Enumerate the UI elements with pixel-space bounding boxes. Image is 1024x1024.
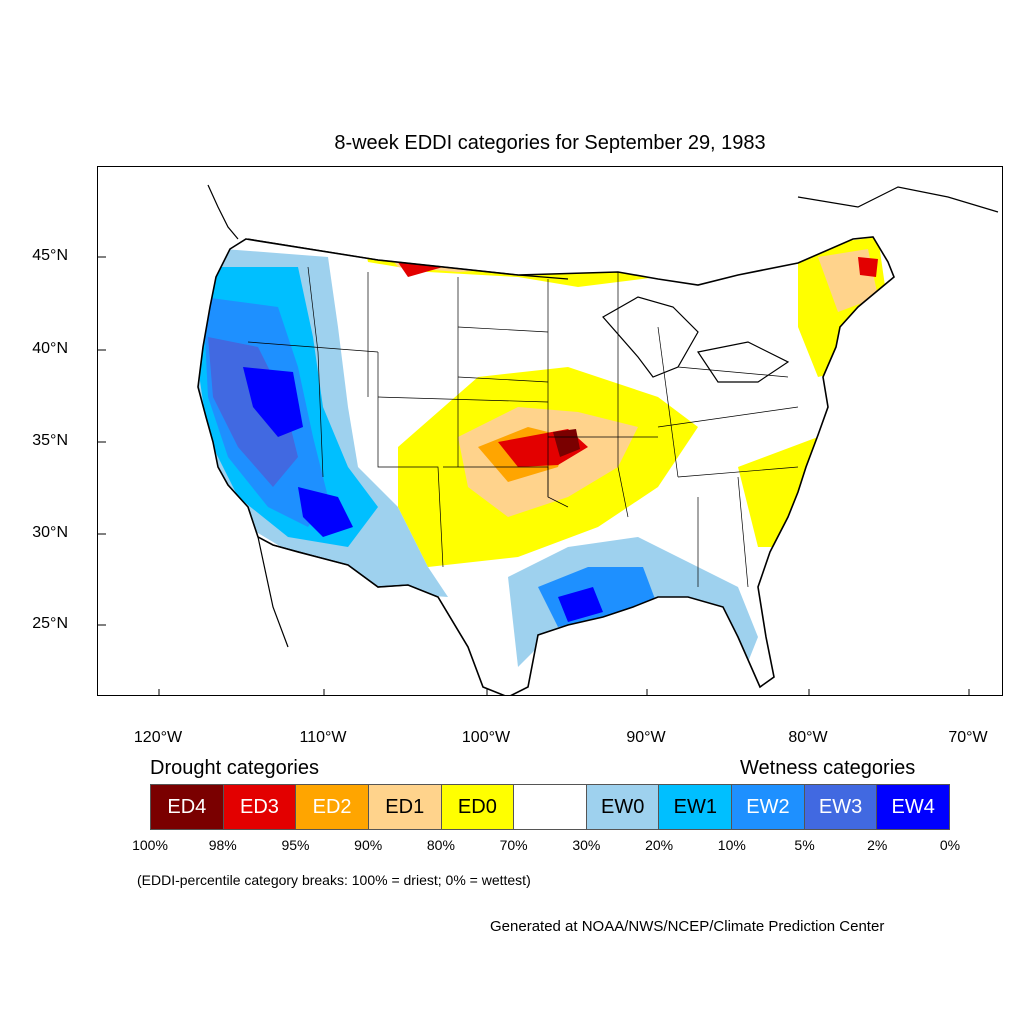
legend-cell: EW2	[732, 785, 805, 829]
lon-tick-label: 90°W	[626, 729, 666, 746]
legend-cell: ED3	[223, 785, 297, 829]
legend-cell: EW1	[659, 785, 733, 829]
legend-break-label: 98%	[208, 837, 237, 853]
lat-tick-label: 45°N	[32, 247, 68, 264]
lat-tick-label: 25°N	[32, 615, 68, 632]
legend-break-label: 80%	[426, 837, 455, 853]
legend-cell: ED2	[296, 785, 369, 829]
lon-tick-label: 100°W	[461, 729, 511, 746]
lat-tick-label: 40°N	[32, 340, 68, 357]
legend-cell: ED0	[441, 785, 515, 829]
us-outline	[197, 236, 895, 695]
lat-tick-label: 30°N	[32, 524, 68, 541]
lon-tick-label: 110°W	[299, 729, 347, 746]
lon-tick-label: 120°W	[133, 729, 183, 746]
legend-break-label: 5%	[794, 837, 815, 853]
legend-cell: EW0	[586, 785, 660, 829]
legend-cell	[514, 785, 587, 829]
eddi-map	[98, 184, 999, 695]
chart-title: 8-week EDDI categories for September 29,…	[334, 132, 766, 154]
map-frame	[97, 166, 1003, 696]
legend-break-label: 2%	[867, 837, 888, 853]
legend-break-label: 95%	[281, 837, 310, 853]
lon-tick-label: 80°W	[788, 729, 828, 746]
legend-cell: EW3	[804, 785, 878, 829]
legend-cell: EW4	[877, 785, 950, 829]
wetness-heading: Wetness categories	[740, 757, 916, 779]
legend-colorbar: ED4 ED3 ED2 ED1 ED0 EW0 EW1 EW2 EW3 EW4	[150, 784, 950, 830]
state-boundaries	[247, 266, 799, 588]
graticule-ticks	[98, 256, 970, 695]
legend-break-label: 100%	[132, 837, 168, 853]
category-shading	[198, 237, 894, 695]
legend-break-label: 90%	[354, 837, 383, 853]
drought-heading: Drought categories	[150, 757, 319, 779]
legend-cell: ED1	[368, 785, 442, 829]
credit-line: Generated at NOAA/NWS/NCEP/Climate Predi…	[490, 918, 885, 935]
legend-break-label: 70%	[499, 837, 528, 853]
boundary-lines	[207, 184, 999, 648]
legend-cell: ED4	[151, 785, 224, 829]
legend-break-label: 10%	[717, 837, 746, 853]
legend-break-label: 20%	[645, 837, 674, 853]
category-note: (EDDI-percentile category breaks: 100% =…	[137, 872, 531, 888]
legend-break-label: 0%	[939, 837, 961, 853]
lon-tick-label: 70°W	[948, 729, 988, 746]
legend-break-label: 30%	[572, 837, 601, 853]
lat-tick-label: 35°N	[32, 432, 68, 449]
